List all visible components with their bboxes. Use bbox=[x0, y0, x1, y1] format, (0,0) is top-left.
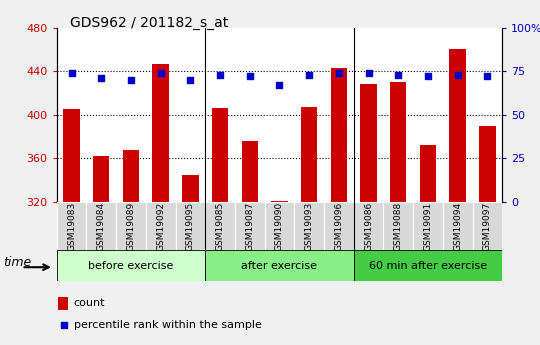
Bar bbox=[182, 175, 199, 202]
Text: GSM19094: GSM19094 bbox=[453, 201, 462, 250]
Bar bbox=[116, 202, 146, 250]
Text: GSM19087: GSM19087 bbox=[245, 201, 254, 250]
Bar bbox=[86, 202, 116, 250]
Bar bbox=[63, 109, 80, 202]
Bar bbox=[57, 202, 86, 250]
Bar bbox=[235, 202, 265, 250]
Text: GSM19093: GSM19093 bbox=[305, 201, 314, 250]
Text: GSM19089: GSM19089 bbox=[126, 201, 136, 250]
Point bbox=[483, 73, 492, 79]
Bar bbox=[205, 250, 354, 281]
Point bbox=[186, 77, 195, 83]
Text: GDS962 / 201182_s_at: GDS962 / 201182_s_at bbox=[70, 16, 228, 30]
Text: after exercise: after exercise bbox=[241, 261, 318, 270]
Bar bbox=[265, 202, 294, 250]
Text: percentile rank within the sample: percentile rank within the sample bbox=[74, 319, 262, 329]
Bar bbox=[212, 108, 228, 202]
Bar bbox=[205, 202, 235, 250]
Point bbox=[97, 75, 106, 81]
Text: GSM19088: GSM19088 bbox=[394, 201, 403, 250]
Bar bbox=[383, 202, 413, 250]
Bar bbox=[443, 202, 472, 250]
Point bbox=[394, 72, 403, 77]
Bar bbox=[271, 201, 288, 202]
Point bbox=[335, 70, 343, 76]
Bar bbox=[93, 156, 110, 202]
Bar bbox=[390, 82, 407, 202]
Text: GSM19095: GSM19095 bbox=[186, 201, 195, 250]
Bar bbox=[413, 202, 443, 250]
Text: GSM19091: GSM19091 bbox=[423, 201, 433, 250]
Point bbox=[67, 70, 76, 76]
Bar bbox=[57, 250, 205, 281]
Bar bbox=[354, 202, 383, 250]
Bar bbox=[152, 63, 169, 202]
Bar bbox=[354, 250, 502, 281]
Point bbox=[424, 73, 433, 79]
Text: GSM19090: GSM19090 bbox=[275, 201, 284, 250]
Bar bbox=[294, 202, 324, 250]
Point bbox=[127, 77, 136, 83]
Point bbox=[454, 72, 462, 77]
Text: GSM19085: GSM19085 bbox=[215, 201, 225, 250]
Point bbox=[275, 82, 284, 88]
Bar bbox=[479, 126, 496, 202]
Text: time: time bbox=[3, 256, 31, 269]
Text: 60 min after exercise: 60 min after exercise bbox=[369, 261, 487, 270]
Text: GSM19097: GSM19097 bbox=[483, 201, 492, 250]
Text: count: count bbox=[74, 298, 105, 308]
Point bbox=[59, 322, 68, 327]
Bar bbox=[420, 145, 436, 202]
Bar bbox=[449, 49, 466, 202]
Point bbox=[305, 72, 314, 77]
Point bbox=[246, 73, 254, 79]
Bar bbox=[301, 107, 318, 202]
Text: GSM19083: GSM19083 bbox=[67, 201, 76, 250]
Point bbox=[157, 70, 165, 76]
Bar bbox=[58, 297, 68, 310]
Text: GSM19084: GSM19084 bbox=[97, 201, 106, 250]
Text: before exercise: before exercise bbox=[88, 261, 174, 270]
Bar bbox=[472, 202, 502, 250]
Bar bbox=[241, 141, 258, 202]
Bar bbox=[330, 68, 347, 202]
Text: GSM19096: GSM19096 bbox=[334, 201, 343, 250]
Text: GSM19086: GSM19086 bbox=[364, 201, 373, 250]
Bar bbox=[123, 150, 139, 202]
Bar bbox=[146, 202, 176, 250]
Point bbox=[216, 72, 225, 77]
Bar bbox=[176, 202, 205, 250]
Point bbox=[364, 70, 373, 76]
Bar bbox=[360, 84, 377, 202]
Bar bbox=[324, 202, 354, 250]
Text: GSM19092: GSM19092 bbox=[156, 201, 165, 250]
